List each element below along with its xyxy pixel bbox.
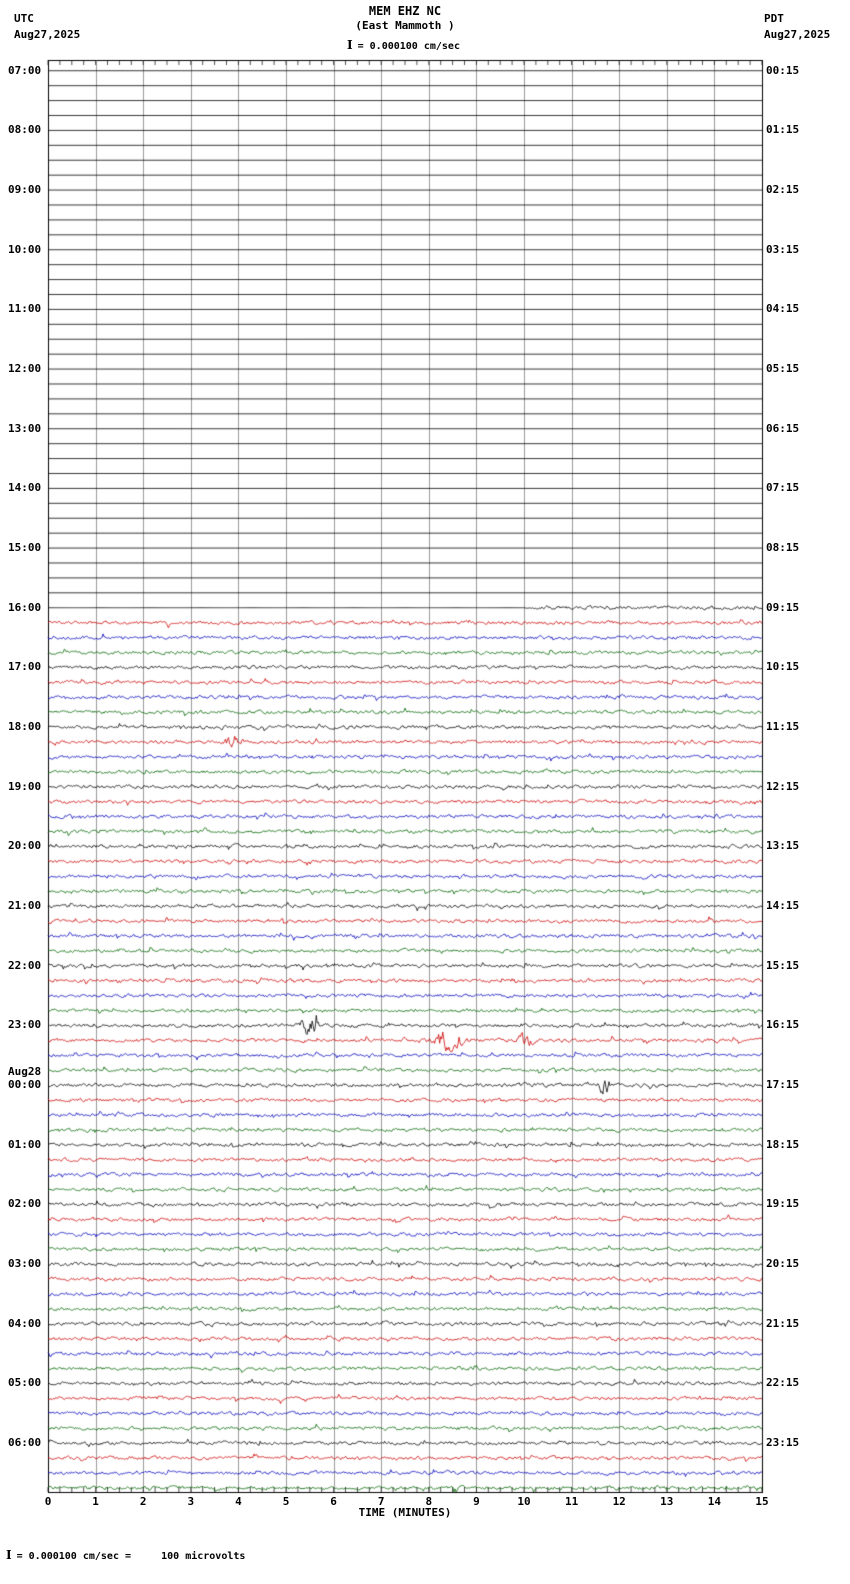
utc-hour-label: 22:00 [8,958,42,972]
x-tick-label: 2 [139,1495,147,1508]
scale-note-text: = 0.000100 cm/sec = 100 microvolts [16,1551,246,1562]
utc-hour-label: 15:00 [8,541,42,555]
utc-hour-label: 19:00 [8,779,42,793]
pdt-hour-label: 01:15 [766,123,800,137]
x-tick-label: 10 [517,1495,531,1508]
pdt-hour-label: 04:15 [766,302,800,316]
scale-note: I = 0.000100 cm/sec = 100 microvolts [6,1548,245,1562]
pdt-hour-label: 09:15 [766,600,800,614]
utc-hour-label: 01:00 [8,1137,42,1151]
x-tick-label: 6 [330,1495,337,1508]
scale-bar-icon: I [6,1548,12,1562]
x-axis-label: TIME (MINUTES) [358,1506,452,1519]
x-tick-label: 3 [187,1495,195,1508]
pdt-hour-label: 14:15 [766,899,800,913]
pdt-hour-label: 13:15 [766,839,800,853]
pdt-hour-label: 21:15 [766,1316,800,1330]
utc-hour-label: 03:00 [8,1257,42,1271]
x-tick-label: 5 [282,1495,290,1508]
pdt-hour-label: 10:15 [766,660,800,674]
scale-line: I = 0.000100 cm/sec [347,38,460,52]
utc-hour-label: 14:00 [8,481,42,495]
x-tick-label: 9 [473,1495,480,1508]
pdt-hour-label: 16:15 [766,1018,800,1032]
utc-hour-label: 05:00 [8,1376,42,1390]
utc-hour-label: 20:00 [8,839,42,853]
utc-hour-label: 02:00 [8,1197,42,1211]
utc-hour-label: 10:00 [8,242,42,256]
pdt-hour-label: 05:15 [766,362,800,376]
pdt-hour-label: 19:15 [766,1197,800,1211]
utc-hour-label: 21:00 [8,899,42,913]
utc-date-label: Aug27,2025 [14,28,81,41]
utc-hour-label: 09:00 [8,183,42,197]
pdt-hour-label: 03:15 [766,242,800,256]
utc-hour-label: 23:00 [8,1018,42,1032]
utc-hour-label: 07:00 [8,63,42,77]
x-tick-label: 1 [92,1495,99,1508]
utc-hour-label: 12:00 [8,362,42,376]
station-subtitle: (East Mammoth ) [355,19,455,32]
x-tick-label: 13 [660,1495,674,1508]
pdt-hour-label: 02:15 [766,183,800,197]
pdt-hour-label: 06:15 [766,421,800,435]
x-tick-label: 11 [564,1495,579,1508]
scale-label: = 0.000100 cm/sec [357,41,460,52]
utc-hour-label: 11:00 [8,302,42,316]
x-tick-label: 8 [425,1495,433,1508]
pdt-hour-label: 23:15 [766,1436,800,1450]
utc-hour-label: 00:00 [8,1078,42,1092]
pdt-hour-label: 17:15 [766,1078,800,1092]
utc-day-label: Aug28 [8,1065,42,1079]
x-tick-label: 7 [377,1495,385,1508]
pdt-hour-label: 12:15 [766,779,800,793]
pdt-hour-label: 18:15 [766,1137,800,1151]
scale-bar-icon: I [347,38,353,52]
utc-timezone-label: UTC [14,12,34,25]
pdt-hour-label: 07:15 [766,481,800,495]
x-tick-label: 0 [44,1495,52,1508]
pdt-hour-label: 00:15 [766,63,800,77]
pdt-timezone-label: PDT [764,12,784,25]
x-tick-label: 14 [707,1495,722,1508]
x-tick-label: 12 [612,1495,626,1508]
pdt-hour-label: 08:15 [766,541,800,555]
utc-hour-label: 17:00 [8,660,42,674]
utc-hour-label: 18:00 [8,720,42,734]
utc-hour-label: 04:00 [8,1316,42,1330]
utc-hour-label: 16:00 [8,600,42,614]
pdt-hour-label: 22:15 [766,1376,800,1390]
utc-hour-label: 13:00 [8,421,42,435]
x-tick-label: 4 [235,1495,242,1508]
pdt-hour-label: 15:15 [766,958,800,972]
x-tick-label: 15 [755,1495,769,1508]
pdt-hour-label: 11:15 [766,720,800,734]
pdt-hour-label: 20:15 [766,1257,800,1271]
pdt-date-label: Aug27,2025 [764,28,831,41]
utc-hour-label: 06:00 [8,1436,42,1450]
utc-hour-label: 08:00 [8,123,42,137]
station-title: MEM EHZ NC [368,4,442,18]
